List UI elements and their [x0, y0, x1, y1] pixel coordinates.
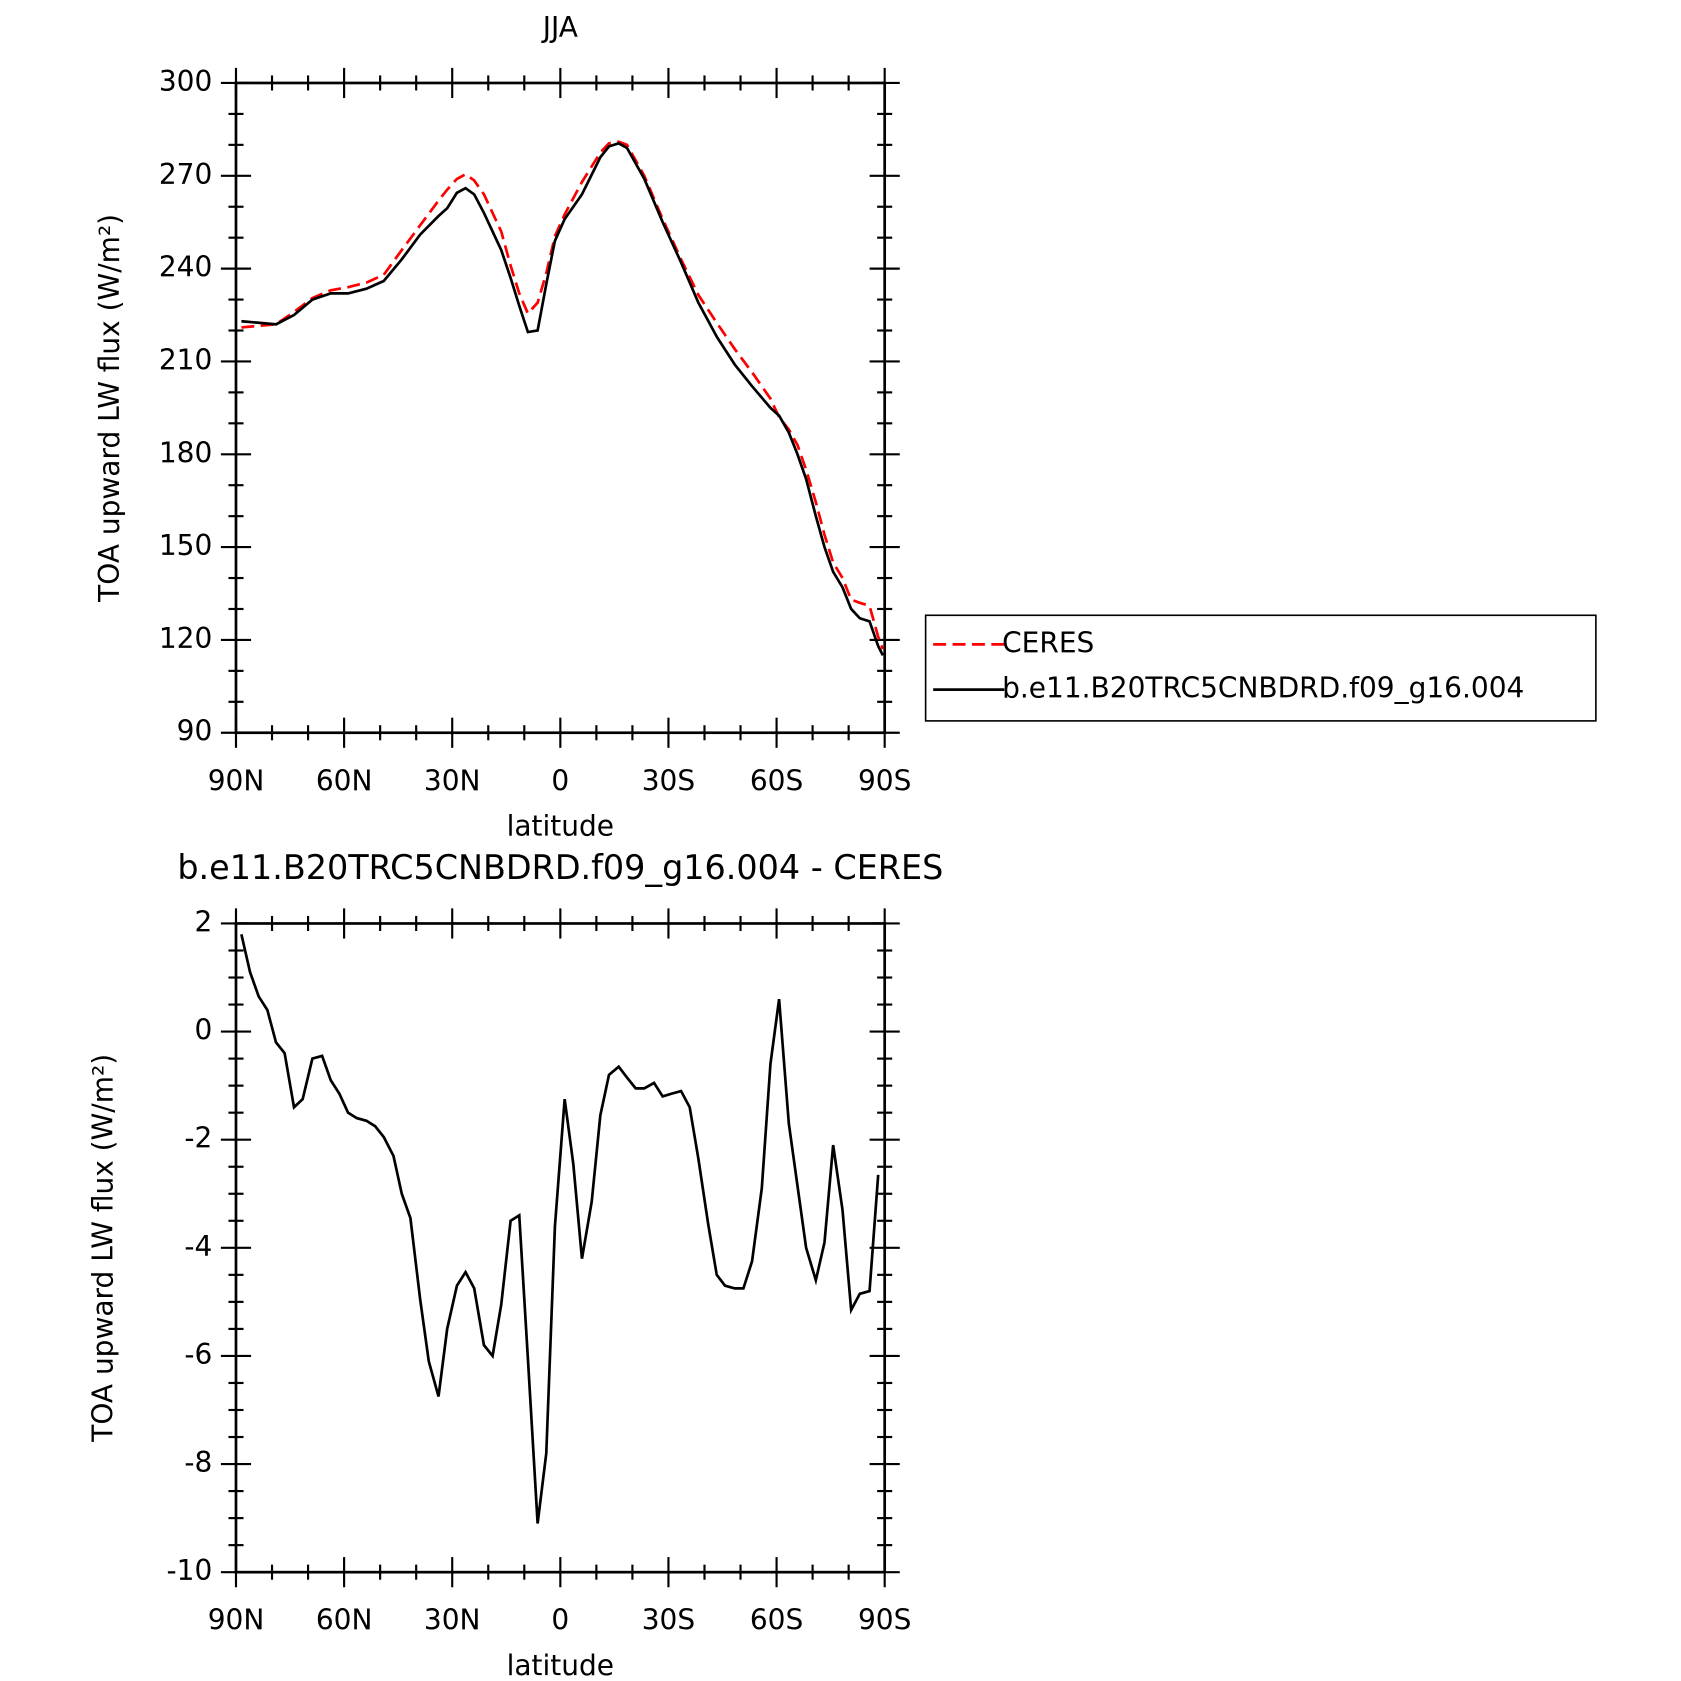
y-tick-label: -4: [184, 1230, 212, 1263]
y-axis-label: TOA upward LW flux (W/m²): [87, 1054, 120, 1443]
plot-frame: [234, 81, 887, 735]
y-axis-label: TOA upward LW flux (W/m²): [93, 214, 126, 603]
y-tick-label: 240: [159, 251, 212, 284]
x-tick-label: 60S: [750, 1604, 803, 1637]
legend-label: CERES: [1002, 626, 1094, 659]
y-tick-label: 0: [194, 1014, 212, 1047]
y-tick-label: 2: [194, 905, 212, 938]
y-tick-label: 90: [177, 715, 213, 748]
y-tick-label: 120: [159, 622, 212, 655]
plot-frame: [234, 922, 887, 1574]
y-tick-label: -2: [184, 1122, 212, 1155]
x-tick-label: 0: [551, 764, 569, 797]
x-tick-label: 90N: [208, 764, 265, 797]
x-axis-label: latitude: [507, 1649, 614, 1681]
y-tick-label: -8: [184, 1446, 212, 1479]
x-tick-label: 60N: [316, 1604, 373, 1637]
y-tick-label: -6: [184, 1338, 212, 1371]
legend-label: b.e11.B20TRC5CNBDRD.f09_g16.004: [1002, 672, 1524, 705]
x-tick-label: 90N: [208, 1604, 265, 1637]
x-tick-label: 30N: [424, 764, 481, 797]
x-tick-label: 30S: [642, 1604, 695, 1637]
x-tick-label: 60S: [750, 764, 803, 797]
chart-title: JJA: [541, 11, 578, 44]
series-line: [240, 933, 880, 1524]
legend-box: [924, 614, 1597, 722]
chart-title: b.e11.B20TRC5CNBDRD.f09_g16.004 - CERES: [177, 848, 943, 887]
x-tick-label: 90S: [858, 764, 911, 797]
y-tick-label: 150: [159, 529, 212, 562]
x-tick-label: 30N: [424, 1604, 481, 1637]
series-line: [241, 141, 885, 656]
x-axis-label: latitude: [507, 810, 614, 843]
series-line: [241, 140, 885, 650]
y-tick-label: 180: [159, 436, 212, 469]
x-tick-label: 90S: [858, 1604, 911, 1637]
x-tick-label: 60N: [316, 764, 373, 797]
y-tick-label: 270: [159, 158, 212, 191]
x-tick-label: 30S: [642, 764, 695, 797]
y-tick-label: -10: [167, 1554, 213, 1587]
y-tick-label: 300: [159, 65, 212, 98]
y-tick-label: 210: [159, 343, 212, 376]
x-tick-label: 0: [551, 1604, 569, 1637]
